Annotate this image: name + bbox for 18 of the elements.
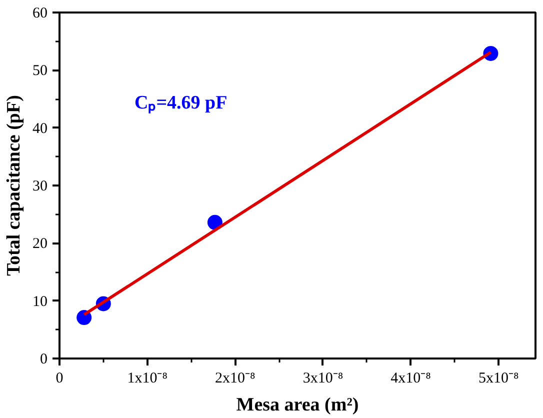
- y-axis-title: Total capacitance (pF): [4, 95, 24, 276]
- y-tick-label: 60: [32, 6, 48, 22]
- y-tick-label: 50: [32, 63, 48, 80]
- x-tick-label: 4x10⁻⁸: [390, 370, 431, 386]
- point: [207, 214, 222, 230]
- y-tick-label: 20: [32, 236, 48, 252]
- x-tick-label: 3x10⁻⁸: [302, 370, 344, 386]
- x-tick-label: 2x10⁻⁸: [215, 370, 256, 386]
- point: [76, 310, 92, 326]
- y-tick-label: 30: [32, 178, 48, 194]
- x-tick-label: 5x10⁻⁸: [478, 370, 519, 386]
- x-tick-label: 0: [56, 370, 64, 386]
- x-tick-label: 1x10⁻⁸: [127, 370, 168, 386]
- x-axis-title: Mesa area (m²): [236, 394, 359, 416]
- y-tick-label: 10: [32, 294, 48, 310]
- y-tick-label: 0: [40, 352, 48, 368]
- annotation: Cₚ=4.69 pF: [134, 92, 228, 114]
- y-tick-label: 40: [32, 120, 48, 137]
